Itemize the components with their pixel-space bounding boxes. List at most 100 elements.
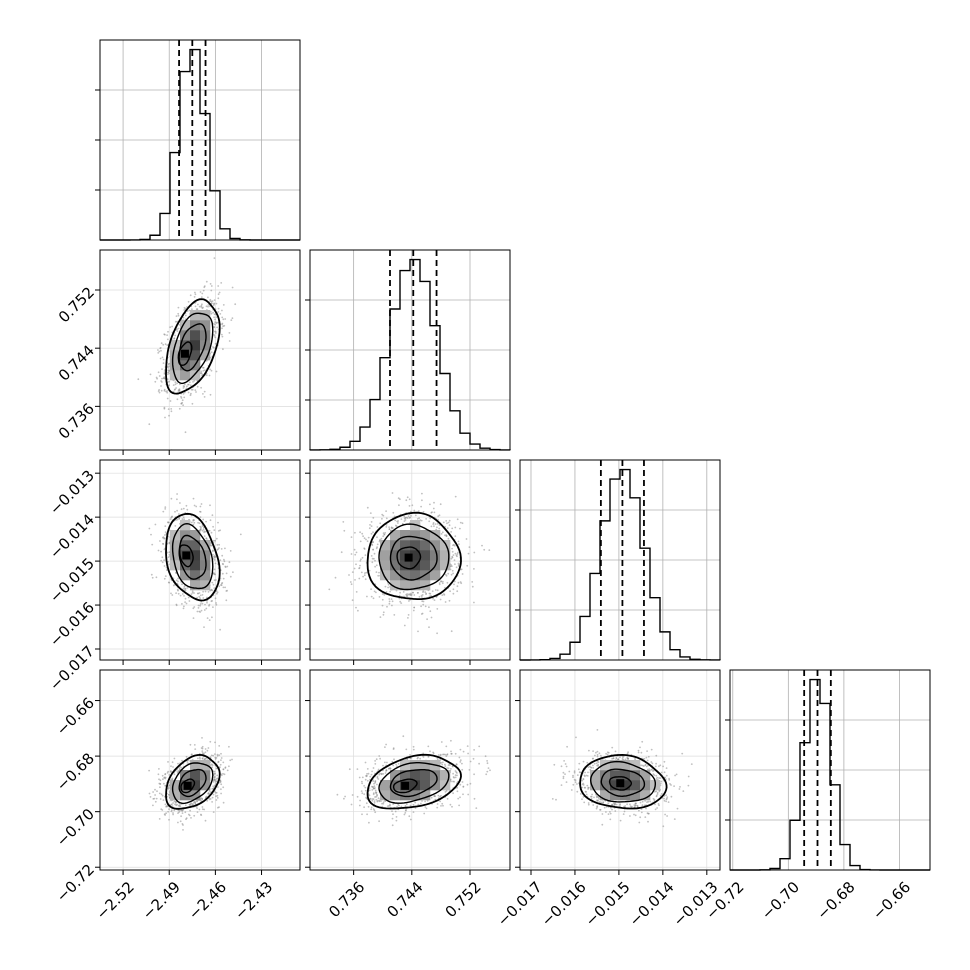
sample-point [465,538,468,540]
density-block [390,550,401,561]
sample-point [634,758,636,761]
sample-point [193,296,196,298]
sample-point [161,381,163,383]
sample-point [640,808,643,810]
sample-point [210,312,213,315]
density-block [630,760,641,771]
sample-point [221,322,224,325]
sample-point [410,594,413,596]
sample-point [647,800,650,803]
sample-point [596,760,599,763]
sample-point [182,507,185,510]
sample-point [458,543,460,545]
sample-point [576,790,579,793]
sample-point [157,549,160,552]
density-block [410,540,421,551]
sample-point [175,387,178,389]
histogram-panel [515,459,721,661]
density-block [400,760,411,771]
sample-point [198,808,201,811]
sample-point [220,788,222,791]
sample-point [174,388,177,391]
sample-point [412,745,415,748]
sample-point [200,609,203,612]
sample-point [369,524,371,526]
sample-point [409,804,412,807]
sample-point [182,404,185,407]
density-block [440,540,451,551]
sample-point [201,808,204,811]
sample-point [177,804,180,807]
sample-point [176,330,179,332]
sample-point [163,537,166,540]
density-block [200,320,211,331]
sample-point [176,498,178,501]
sample-point [158,391,161,394]
sample-point [194,748,197,750]
sample-point [154,800,157,803]
sample-point [174,510,176,513]
sample-point [428,592,431,595]
sample-point [453,776,455,779]
sample-point [163,548,166,551]
sample-point [205,796,207,799]
sample-point [213,326,216,329]
density-block [200,350,211,361]
sample-point [359,799,361,802]
sample-point [190,753,193,756]
sample-point [440,805,442,807]
density-block [190,340,201,351]
sample-point [224,766,227,769]
sample-point [175,315,178,317]
sample-point [168,365,171,368]
sample-point [370,595,373,598]
sample-point [405,516,408,519]
sample-point [654,765,657,768]
sample-point [663,797,665,800]
sample-point [175,603,178,606]
sample-point [212,539,215,542]
sample-point [615,803,618,806]
sample-point [180,397,183,399]
sample-point [208,374,211,377]
sample-point [639,816,642,819]
sample-point [606,751,609,754]
density-block [190,580,201,591]
sample-point [217,297,220,300]
sample-point [450,573,453,576]
density-block [180,370,191,381]
sample-point [565,781,568,783]
sample-point [164,803,167,806]
sample-point [462,750,465,753]
sample-point [622,813,625,815]
sample-point [388,600,391,603]
sample-point [442,804,444,807]
density-block [600,780,611,791]
sample-point [596,729,599,731]
sample-point [379,616,382,618]
sample-point [164,333,166,336]
sample-point [384,772,387,774]
sample-point [676,807,679,810]
sample-point [163,777,166,779]
sample-point [155,797,158,800]
sample-point [165,812,168,815]
sample-point [217,311,220,313]
sample-point [390,598,393,600]
sample-point [439,753,442,756]
sample-point [183,306,186,309]
sample-point [202,518,205,521]
y-tick-label: −0.016 [46,598,98,650]
sample-point [210,531,213,534]
sample-point [659,764,662,767]
sample-point [573,770,576,773]
sample-point [220,584,223,587]
sample-point [652,769,655,772]
sample-point [207,296,209,299]
sample-point [619,804,621,806]
sample-point [201,737,203,739]
sample-point [448,764,451,766]
density-block [190,370,201,381]
sample-point [489,769,491,772]
sample-point [177,577,180,580]
